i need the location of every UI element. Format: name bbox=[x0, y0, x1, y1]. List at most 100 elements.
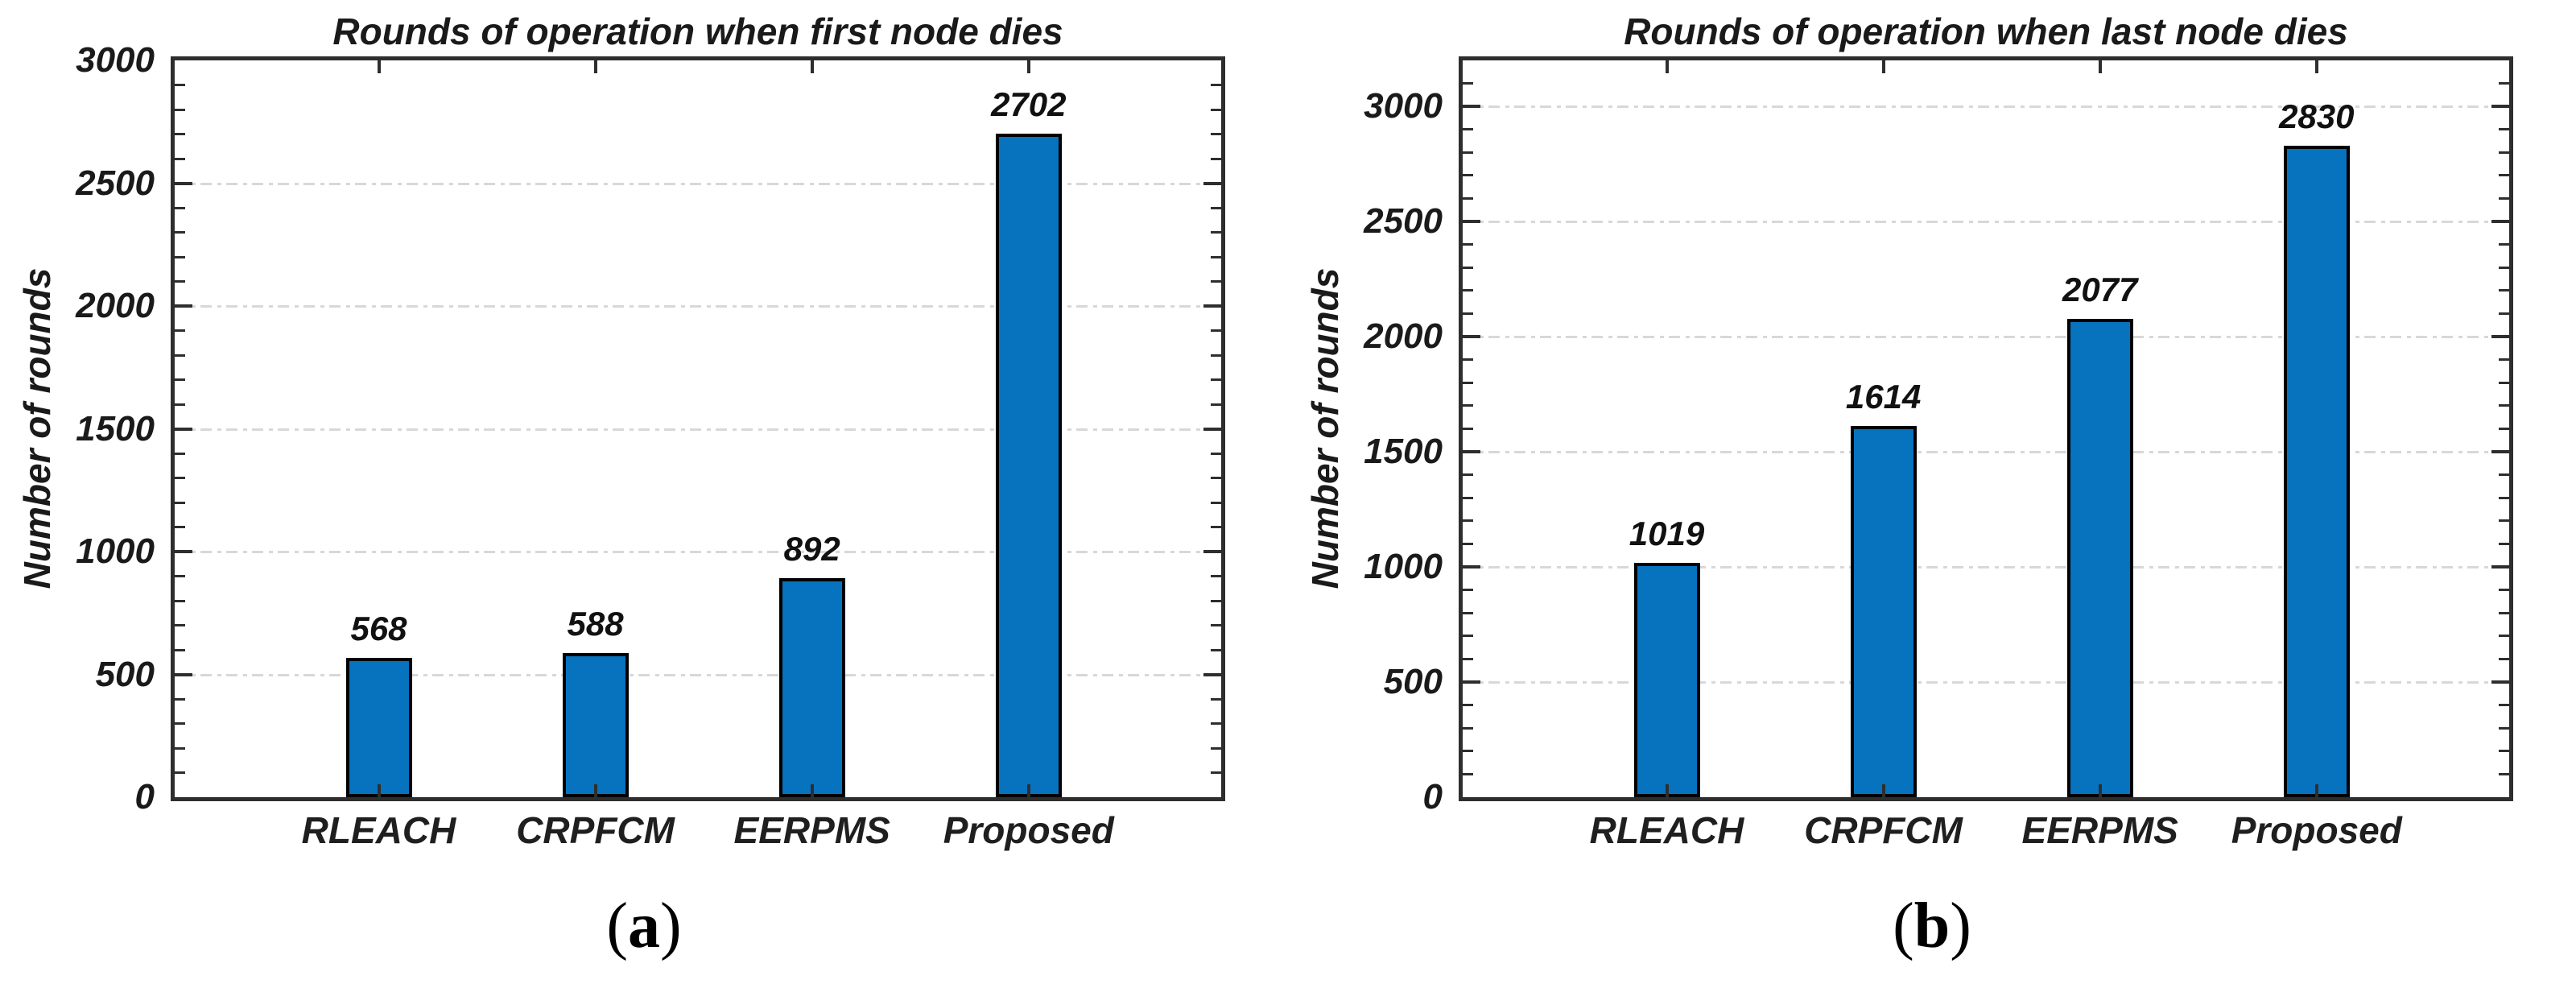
y-tick-label: 3000 bbox=[1364, 86, 1443, 126]
y-major-tick bbox=[1203, 550, 1221, 553]
y-minor-tick bbox=[2499, 473, 2509, 477]
y-major-tick bbox=[1463, 680, 1480, 684]
y-minor-tick bbox=[2499, 428, 2509, 430]
y-minor-tick bbox=[1463, 772, 1473, 775]
y-minor-tick bbox=[175, 452, 185, 455]
panel-caption: (a) bbox=[0, 886, 1288, 966]
x-major-tick-top bbox=[810, 60, 814, 73]
y-major-tick bbox=[1463, 335, 1480, 339]
x-major-tick-top bbox=[1026, 60, 1030, 73]
y-minor-tick bbox=[2499, 704, 2509, 707]
y-minor-tick bbox=[1211, 353, 1221, 357]
x-major-tick-bottom bbox=[810, 784, 814, 797]
y-minor-tick bbox=[175, 501, 185, 504]
y-minor-tick bbox=[1463, 473, 1473, 477]
x-major-tick-top bbox=[2314, 60, 2318, 73]
y-tick-label: 3000 bbox=[76, 40, 155, 80]
bar-value-label: 1614 bbox=[1845, 377, 1922, 416]
y-minor-tick bbox=[175, 378, 185, 381]
bar-value-label: 2830 bbox=[2279, 97, 2355, 135]
y-minor-tick bbox=[2499, 174, 2509, 177]
y-tick-label: 500 bbox=[1383, 662, 1443, 702]
y-major-tick bbox=[175, 550, 192, 553]
y-minor-tick bbox=[1463, 704, 1473, 707]
y-minor-tick bbox=[1463, 312, 1473, 316]
y-major-tick bbox=[175, 427, 192, 431]
y-tick-label: 0 bbox=[1422, 777, 1443, 817]
y-minor-tick bbox=[2499, 657, 2509, 660]
y-major-tick bbox=[175, 672, 192, 676]
y-minor-tick bbox=[1463, 151, 1473, 154]
y-minor-tick bbox=[2499, 312, 2509, 316]
y-minor-tick bbox=[175, 353, 185, 357]
gridline bbox=[175, 182, 1221, 185]
gridline bbox=[1463, 221, 2509, 224]
y-minor-tick bbox=[175, 746, 185, 750]
y-minor-tick bbox=[175, 206, 185, 209]
y-minor-tick bbox=[1463, 496, 1473, 499]
y-minor-tick bbox=[1463, 519, 1473, 523]
y-minor-tick bbox=[1211, 526, 1221, 528]
y-tick-label: 1000 bbox=[1364, 547, 1443, 587]
y-minor-tick bbox=[175, 329, 185, 332]
x-major-tick-bottom bbox=[2098, 784, 2102, 797]
x-major-tick-bottom bbox=[2314, 784, 2318, 797]
y-major-tick bbox=[1463, 450, 1480, 454]
y-major-tick bbox=[2491, 680, 2509, 684]
x-tick-label-crpfcm: CRPFCM bbox=[1804, 809, 1963, 851]
y-tick-label: 2500 bbox=[76, 163, 155, 203]
y-major-tick bbox=[2491, 565, 2509, 569]
y-minor-tick bbox=[1211, 206, 1221, 209]
bar-value-label: 2702 bbox=[991, 85, 1067, 123]
y-minor-tick bbox=[1463, 289, 1473, 292]
y-minor-tick bbox=[175, 722, 185, 725]
x-tick-label-rleach: RLEACH bbox=[1589, 809, 1744, 851]
y-minor-tick bbox=[1211, 624, 1221, 626]
chart-title: Rounds of operation when last node dies bbox=[1624, 10, 2348, 52]
gridline bbox=[1463, 105, 2509, 109]
x-tick-label-crpfcm: CRPFCM bbox=[516, 809, 675, 851]
bar-value-label: 588 bbox=[567, 604, 624, 643]
y-minor-tick bbox=[175, 771, 185, 774]
y-tick-label: 500 bbox=[95, 654, 155, 694]
y-minor-tick bbox=[175, 403, 185, 406]
y-minor-tick bbox=[175, 599, 185, 602]
plot-area: 568 588 892 2702 bbox=[171, 56, 1225, 801]
x-tick-label-proposed: Proposed bbox=[943, 809, 1114, 851]
y-minor-tick bbox=[1463, 82, 1473, 85]
y-minor-tick bbox=[175, 84, 185, 86]
x-major-tick-bottom bbox=[1881, 784, 1885, 797]
y-minor-tick bbox=[2499, 381, 2509, 384]
y-minor-tick bbox=[2499, 542, 2509, 545]
caption-paren: ( bbox=[606, 891, 628, 961]
y-minor-tick bbox=[1211, 746, 1221, 750]
caption-paren: ) bbox=[660, 891, 682, 961]
y-minor-tick bbox=[1211, 84, 1221, 86]
y-major-tick bbox=[1203, 304, 1221, 308]
y-minor-tick bbox=[175, 624, 185, 626]
y-minor-tick bbox=[2499, 289, 2509, 292]
y-minor-tick bbox=[1211, 722, 1221, 725]
y-minor-tick bbox=[1463, 404, 1473, 407]
caption-letter: a bbox=[628, 891, 660, 961]
bar-value-label: 892 bbox=[783, 529, 840, 568]
y-tick-label: 2500 bbox=[1364, 201, 1443, 242]
y-minor-tick bbox=[1211, 231, 1221, 234]
bar-value-label: 2077 bbox=[2062, 271, 2138, 309]
y-tick-label: 1500 bbox=[76, 408, 155, 449]
y-minor-tick bbox=[1463, 128, 1473, 131]
y-minor-tick bbox=[1463, 358, 1473, 362]
bar-proposed bbox=[2283, 145, 2350, 797]
y-minor-tick bbox=[2499, 496, 2509, 499]
plot-area: 1019 1614 2077 2830 bbox=[1459, 56, 2513, 801]
gridline bbox=[1463, 681, 2509, 684]
y-minor-tick bbox=[175, 526, 185, 528]
y-minor-tick bbox=[1211, 501, 1221, 504]
y-minor-tick bbox=[1463, 635, 1473, 638]
y-major-tick bbox=[2491, 105, 2509, 109]
x-major-tick-bottom bbox=[1026, 784, 1030, 797]
y-minor-tick bbox=[1463, 197, 1473, 201]
y-major-tick bbox=[2491, 450, 2509, 454]
y-minor-tick bbox=[1211, 108, 1221, 111]
